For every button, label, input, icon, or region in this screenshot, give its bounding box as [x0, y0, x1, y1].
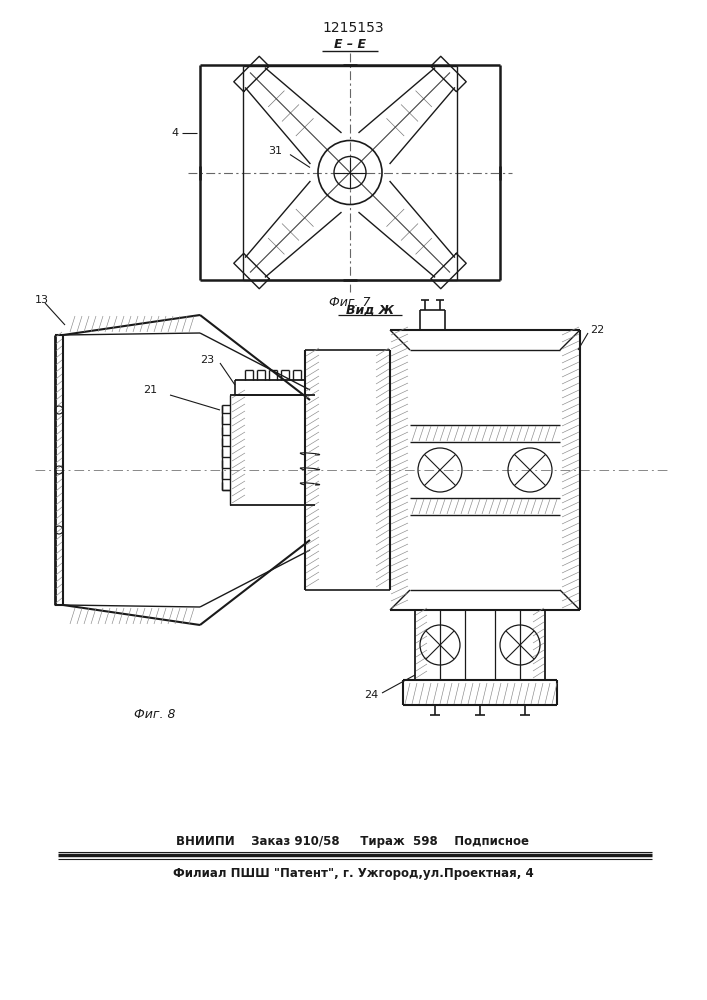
Text: 4: 4	[171, 127, 179, 137]
Text: 1215153: 1215153	[322, 21, 384, 35]
Text: Филиал ПШШ "Патент", г. Ужгород,ул.Проектная, 4: Филиал ПШШ "Патент", г. Ужгород,ул.Проек…	[173, 867, 533, 880]
Text: Фиг. 7: Фиг. 7	[329, 296, 370, 308]
Text: E – E: E – E	[334, 38, 366, 51]
Text: Фиг. 8: Фиг. 8	[134, 708, 176, 722]
Text: Вид Ж: Вид Ж	[346, 304, 394, 316]
Text: 24: 24	[363, 690, 378, 700]
Text: 22: 22	[590, 325, 604, 335]
Text: 23: 23	[200, 355, 214, 365]
Text: 31: 31	[268, 145, 282, 155]
Text: 21: 21	[143, 385, 157, 395]
Text: 13: 13	[35, 295, 49, 305]
Text: ВНИИПИ    Заказ 910/58     Тираж  598    Подписное: ВНИИПИ Заказ 910/58 Тираж 598 Подписное	[177, 836, 530, 848]
